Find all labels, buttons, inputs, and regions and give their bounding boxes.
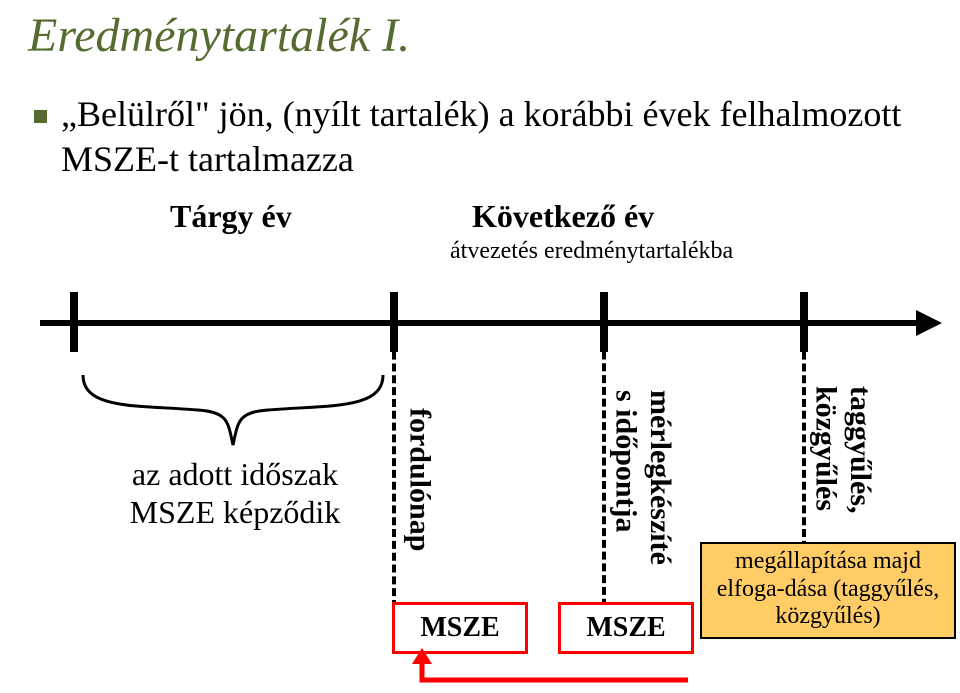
bullet-row: „Belülről" jön, (nyílt tartalék) a koráb… [34, 92, 921, 182]
timeline-tick [70, 292, 78, 352]
vertical-label-line: taggyűlés, [844, 386, 877, 514]
vertical-label-taggyules: taggyűlés, közgyűlés [808, 386, 877, 514]
bullet-square-icon [34, 110, 47, 123]
brace-label-line: MSZE képződik [130, 494, 341, 530]
brace-label-line: az adott időszak [132, 456, 338, 492]
vertical-label-fordulonap: fordulónap [402, 408, 437, 551]
vertical-label-line: mérlegkészíté [644, 390, 677, 565]
bullet-text: „Belülről" jön, (nyílt tartalék) a koráb… [61, 92, 921, 182]
dashed-line [602, 328, 606, 642]
curly-brace-icon [78, 370, 388, 450]
label-kovetkezo-ev: Következő év [472, 198, 654, 235]
msze-box: MSZE [392, 602, 528, 654]
vertical-label-merlegkeszites: mérlegkészíté s időpontja [608, 390, 677, 565]
slide-title: Eredménytartalék I. [28, 8, 410, 63]
red-arrow-icon [392, 648, 692, 688]
label-targy-ev: Tárgy év [170, 198, 292, 235]
timeline-line [40, 320, 920, 326]
brace-label: az adott időszak MSZE képződik [80, 455, 390, 532]
vertical-label-line: s időpontja [610, 390, 643, 533]
timeline-arrowhead-icon [916, 310, 942, 336]
label-atvezetes: átvezetés eredménytartalékba [450, 238, 733, 265]
msze-box: MSZE [558, 602, 694, 654]
dashed-line [392, 328, 396, 608]
vertical-label-line: közgyűlés [810, 386, 843, 511]
orange-info-box: megállapítása majd elfoga-dása (taggyűlé… [700, 542, 956, 639]
